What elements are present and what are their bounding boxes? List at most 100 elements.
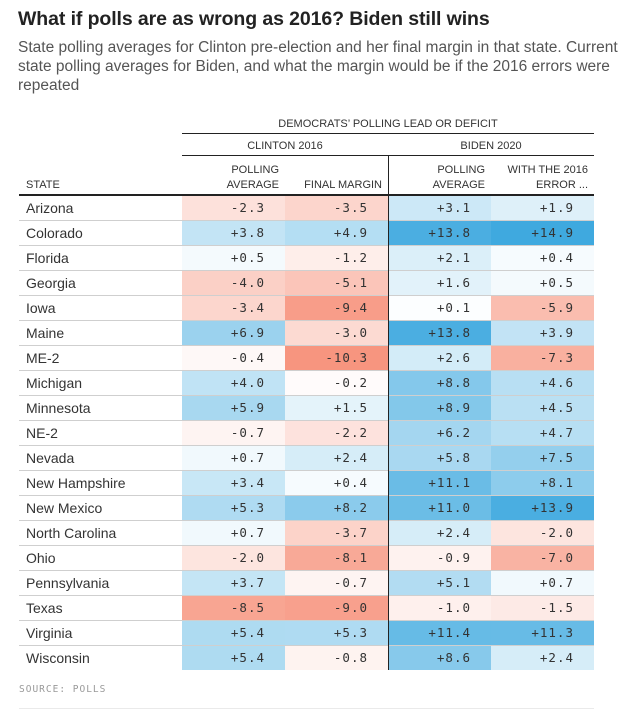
- cell-clinton-polling: -3.4: [182, 296, 285, 320]
- row-separator: [19, 395, 594, 396]
- state-label: North Carolina: [26, 525, 117, 541]
- cell-clinton-polling: +5.4: [182, 621, 285, 645]
- cell-clinton-polling: +3.7: [182, 571, 285, 595]
- cell-biden-polling: +8.6: [388, 646, 491, 670]
- state-label: New Mexico: [26, 500, 103, 516]
- cell-clinton-polling: +0.7: [182, 446, 285, 470]
- cell-clinton-polling: +5.9: [182, 396, 285, 420]
- row-separator: [19, 495, 594, 496]
- cell-biden-error: +13.9: [491, 496, 594, 520]
- column-header-state: STATE: [26, 179, 60, 191]
- state-label: Maine: [26, 325, 65, 341]
- cell-biden-polling: +2.4: [388, 521, 491, 545]
- cell-biden-polling: +8.8: [388, 371, 491, 395]
- cell-biden-error: -2.0: [491, 521, 594, 545]
- cell-clinton-final: +4.9: [285, 221, 388, 245]
- state-label: ME-2: [26, 350, 60, 366]
- row-separator: [19, 320, 594, 321]
- cell-clinton-polling: +3.4: [182, 471, 285, 495]
- cell-biden-error: +14.9: [491, 221, 594, 245]
- cell-biden-error: +0.5: [491, 271, 594, 295]
- cell-clinton-final: -2.2: [285, 421, 388, 445]
- cell-biden-error: +0.7: [491, 571, 594, 595]
- header-bottom-rule: [19, 194, 594, 196]
- cell-clinton-final: -5.1: [285, 271, 388, 295]
- row-separator: [19, 295, 594, 296]
- state-label: New Hampshire: [26, 475, 126, 491]
- state-label: Colorado: [26, 225, 83, 241]
- cell-biden-polling: +5.1: [388, 571, 491, 595]
- column-header-clinton-polling-line2: AVERAGE: [226, 179, 279, 191]
- cell-biden-polling: +5.8: [388, 446, 491, 470]
- cell-biden-error: +2.4: [491, 646, 594, 670]
- super-header: DEMOCRATS’ POLLING LEAD OR DEFICIT: [278, 118, 498, 130]
- cell-biden-polling: -1.0: [388, 596, 491, 620]
- column-header-clinton-final: FINAL MARGIN: [304, 179, 382, 191]
- state-label: Virginia: [26, 625, 73, 641]
- cell-biden-polling: +6.2: [388, 421, 491, 445]
- state-label: Iowa: [26, 300, 56, 316]
- cell-clinton-polling: +0.5: [182, 246, 285, 270]
- cell-biden-error: +4.6: [491, 371, 594, 395]
- chart-title: What if polls are as wrong as 2016? Bide…: [18, 8, 490, 30]
- cell-biden-error: +4.5: [491, 396, 594, 420]
- cell-clinton-final: -3.7: [285, 521, 388, 545]
- cell-clinton-polling: +5.4: [182, 646, 285, 670]
- cell-biden-polling: +8.9: [388, 396, 491, 420]
- column-header-clinton-polling-line1: POLLING: [231, 164, 279, 176]
- cell-biden-error: -7.0: [491, 546, 594, 570]
- row-separator: [19, 245, 594, 246]
- row-separator: [19, 345, 594, 346]
- cell-clinton-final: -1.2: [285, 246, 388, 270]
- cell-clinton-final: -0.2: [285, 371, 388, 395]
- state-label: Minnesota: [26, 400, 91, 416]
- cell-biden-error: +7.5: [491, 446, 594, 470]
- cell-clinton-polling: +6.9: [182, 321, 285, 345]
- row-separator: [19, 545, 594, 546]
- row-separator: [19, 220, 594, 221]
- cell-biden-error: +3.9: [491, 321, 594, 345]
- row-separator: [19, 370, 594, 371]
- row-separator: [19, 445, 594, 446]
- row-separator: [19, 645, 594, 646]
- super-header-rule: [182, 133, 594, 134]
- cell-clinton-final: +8.2: [285, 496, 388, 520]
- cell-clinton-polling: +4.0: [182, 371, 285, 395]
- cell-clinton-polling: -4.0: [182, 271, 285, 295]
- cell-clinton-polling: -8.5: [182, 596, 285, 620]
- cell-biden-polling: +13.8: [388, 321, 491, 345]
- cell-biden-polling: +2.6: [388, 346, 491, 370]
- cell-biden-error: +1.9: [491, 196, 594, 220]
- cell-biden-polling: +0.1: [388, 296, 491, 320]
- cell-biden-polling: +2.1: [388, 246, 491, 270]
- cell-biden-polling: +13.8: [388, 221, 491, 245]
- state-label: Georgia: [26, 275, 76, 291]
- cell-biden-error: -7.3: [491, 346, 594, 370]
- cell-clinton-final: -9.0: [285, 596, 388, 620]
- cell-clinton-polling: -2.3: [182, 196, 285, 220]
- cell-biden-error: +11.3: [491, 621, 594, 645]
- row-separator: [19, 595, 594, 596]
- state-label: Arizona: [26, 200, 74, 216]
- state-label: Nevada: [26, 450, 75, 466]
- cell-clinton-polling: -0.4: [182, 346, 285, 370]
- state-label: Ohio: [26, 550, 56, 566]
- state-label: Pennsylvania: [26, 575, 110, 591]
- cell-biden-polling: +11.4: [388, 621, 491, 645]
- column-header-biden-polling-line1: POLLING: [437, 164, 485, 176]
- state-label: Florida: [26, 250, 69, 266]
- row-separator: [19, 570, 594, 571]
- state-label: NE-2: [26, 425, 58, 441]
- cell-biden-polling: +1.6: [388, 271, 491, 295]
- column-group-divider: [388, 155, 389, 670]
- cell-clinton-final: -9.4: [285, 296, 388, 320]
- cell-biden-error: +0.4: [491, 246, 594, 270]
- cell-biden-error: -1.5: [491, 596, 594, 620]
- state-label: Texas: [26, 600, 63, 616]
- cell-biden-polling: +3.1: [388, 196, 491, 220]
- cell-clinton-final: +0.4: [285, 471, 388, 495]
- row-separator: [19, 270, 594, 271]
- row-separator: [19, 470, 594, 471]
- cell-biden-polling: -0.9: [388, 546, 491, 570]
- cell-biden-polling: +11.1: [388, 471, 491, 495]
